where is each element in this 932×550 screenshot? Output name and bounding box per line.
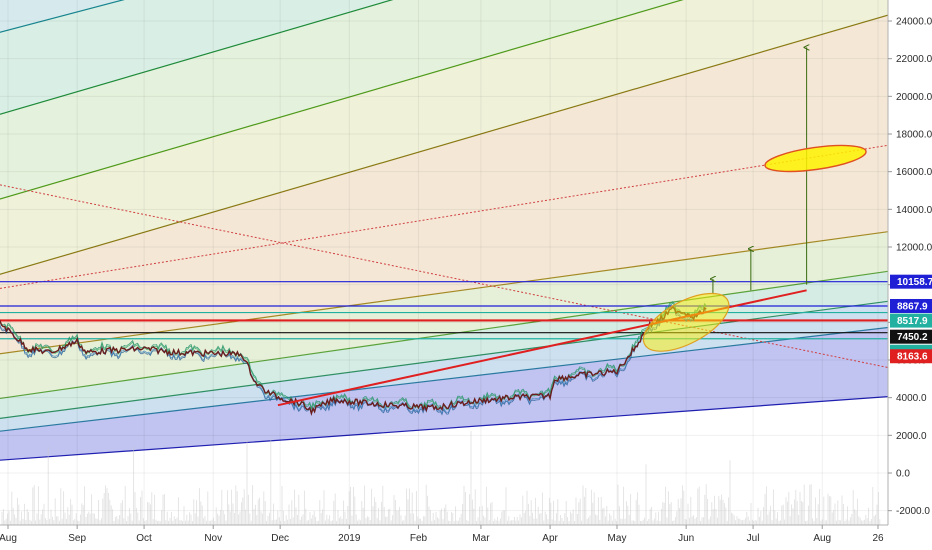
volume-bars bbox=[1, 431, 881, 525]
price-badge-label: 8163.6 bbox=[897, 352, 928, 363]
dotted-guide-descending bbox=[0, 184, 888, 369]
y-tick-label: 22000.0 bbox=[896, 54, 932, 65]
fan-band bbox=[0, 15, 888, 354]
fan-line bbox=[0, 326, 888, 432]
price-badge bbox=[890, 298, 932, 313]
fan-line bbox=[0, 270, 888, 400]
x-tick-label: May bbox=[608, 533, 627, 544]
horizontal-levels bbox=[0, 281, 888, 340]
x-tick-label: Jun bbox=[678, 533, 694, 544]
price-badge-label: 7450.2 bbox=[897, 332, 928, 343]
fan-bands bbox=[0, 0, 888, 461]
fan-line bbox=[0, 396, 888, 461]
fan-line bbox=[0, 0, 684, 200]
fan-line bbox=[0, 14, 888, 275]
x-tick-label: Feb bbox=[410, 533, 428, 544]
fan-band bbox=[0, 231, 888, 399]
highlight-ellipse bbox=[642, 292, 730, 352]
x-axis-ticks: Aug Sep Oct Nov Dec 2019 Feb Mar Apr May Jun Jul Aug… bbox=[0, 525, 884, 544]
price-badge bbox=[890, 274, 932, 289]
price-badge-label: 8867.9 bbox=[897, 301, 928, 312]
y-tick-label: 20000.0 bbox=[896, 92, 932, 103]
y-tick-label: 2000.0 bbox=[896, 431, 927, 442]
x-tick-label: Oct bbox=[136, 533, 152, 544]
ribbon-line bbox=[0, 307, 707, 416]
highlight-ellipses bbox=[642, 144, 867, 352]
grid-lines bbox=[0, 0, 888, 525]
x-tick-label: Dec bbox=[271, 533, 289, 544]
y-tick-label: 16000.0 bbox=[896, 167, 932, 178]
fan-band bbox=[0, 0, 888, 275]
x-axis-panel[interactable] bbox=[0, 526, 932, 550]
price-badge-label: 8517.9 bbox=[897, 316, 928, 327]
y-axis-panel[interactable] bbox=[889, 0, 932, 525]
fan-line bbox=[0, 0, 394, 115]
price-badge bbox=[890, 313, 932, 328]
y-tick-label: -2000.0 bbox=[896, 506, 930, 517]
y-tick-label: 4000.0 bbox=[896, 393, 927, 404]
dotted-guide-ascending bbox=[0, 144, 888, 289]
x-tick-label: Nov bbox=[204, 533, 222, 544]
fan-lines bbox=[0, 0, 888, 461]
y-tick-label: 14000.0 bbox=[896, 205, 932, 216]
x-tick-label: Sep bbox=[68, 533, 86, 544]
x-tick-label: Jul bbox=[747, 533, 760, 544]
price-badge bbox=[890, 329, 932, 344]
y-tick-label: 18000.0 bbox=[896, 130, 932, 141]
x-tick-label: 26 bbox=[872, 533, 884, 544]
x-tick-label: Aug bbox=[813, 533, 831, 544]
ribbon-line bbox=[0, 301, 707, 410]
x-tick-label: Aug bbox=[0, 533, 17, 544]
y-tick-label: 0.0 bbox=[896, 469, 910, 480]
price-badge-label: 10158.7 bbox=[897, 277, 932, 288]
highlight-ellipse bbox=[764, 144, 867, 173]
dotted-guides bbox=[0, 144, 888, 369]
price-line bbox=[0, 305, 707, 417]
y-tick-label: 12000.0 bbox=[896, 243, 932, 254]
x-tick-label: Mar bbox=[472, 533, 490, 544]
price-badges: 10158.7 8867.9 8517.9 7450.2 8163.6 bbox=[890, 274, 932, 364]
price-badge bbox=[890, 349, 932, 364]
fan-band bbox=[0, 327, 888, 461]
y-tick-label: 24000.0 bbox=[896, 17, 932, 28]
x-tick-label: 2019 bbox=[338, 533, 361, 544]
x-tick-label: Apr bbox=[542, 533, 558, 544]
